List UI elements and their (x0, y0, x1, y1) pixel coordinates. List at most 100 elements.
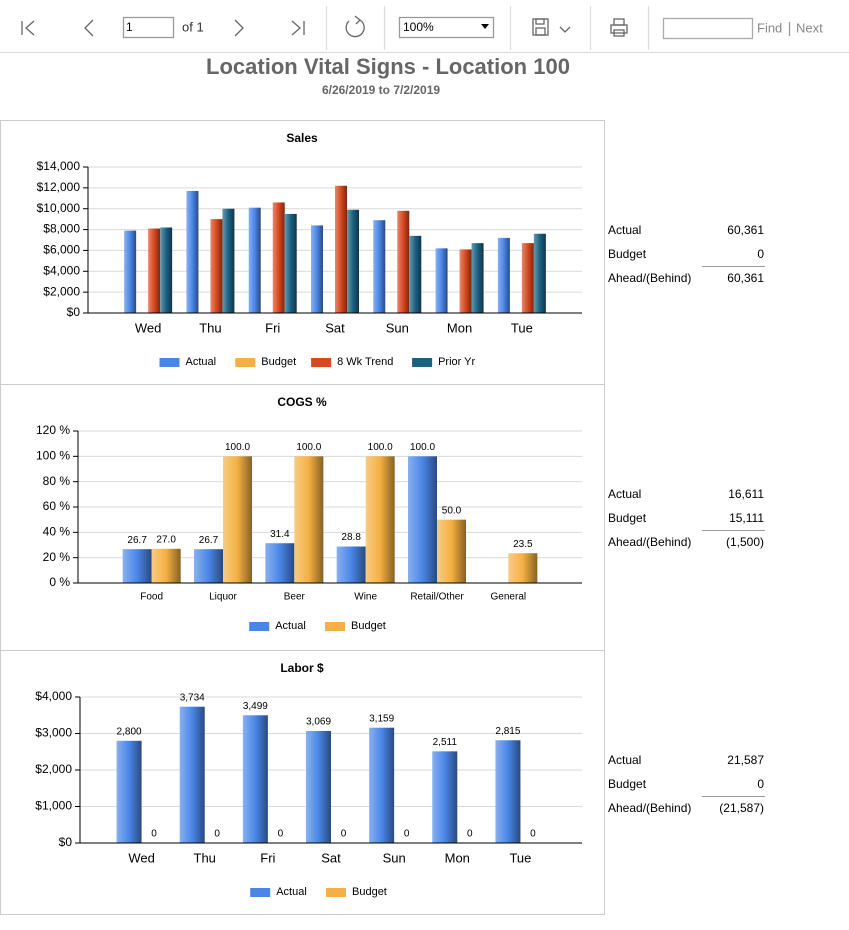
summary-label: Actual (608, 223, 641, 237)
legend-swatch (159, 358, 180, 367)
zoom-select[interactable] (398, 16, 495, 39)
bar (521, 243, 534, 313)
bar (179, 706, 205, 843)
summary-label: Actual (608, 487, 641, 501)
summary-value: 60,361 (727, 223, 764, 237)
summary-value: 16,611 (728, 487, 764, 501)
bar (148, 228, 161, 313)
data-label: 3,159 (369, 713, 394, 724)
legend-swatch (311, 358, 332, 367)
x-tick-label: Tue (509, 850, 531, 865)
data-label: 0 (467, 829, 473, 840)
bar (497, 237, 510, 313)
legend-label: Prior Yr (438, 356, 475, 368)
last-page-button[interactable] (291, 20, 305, 36)
x-tick-label: Thu (199, 320, 221, 335)
x-tick-label: Tue (511, 320, 533, 335)
next-link[interactable]: Next (796, 20, 823, 35)
data-label: 0 (404, 829, 410, 840)
print-button[interactable] (610, 18, 628, 37)
x-tick-label: Wed (128, 850, 155, 865)
x-tick-label: General (491, 592, 527, 603)
data-label: 0 (214, 829, 220, 840)
y-tick-label: 60 % (43, 499, 71, 513)
bar (471, 243, 484, 313)
summary-label: Actual (608, 753, 641, 767)
x-tick-label: Sat (325, 320, 345, 335)
y-tick-label: $1,000 (35, 799, 72, 813)
export-button[interactable] (532, 18, 571, 36)
zoom-value: 100% (403, 20, 434, 34)
x-tick-label: Food (140, 592, 163, 603)
y-tick-label: $4,000 (35, 689, 72, 703)
bar (151, 548, 181, 583)
previous-page-button[interactable] (84, 19, 94, 37)
bar (409, 235, 422, 313)
bar (210, 219, 223, 313)
report-subtitle: 6/26/2019 to 7/2/2019 (322, 83, 440, 97)
chart-panel: COGS % 0 % 20 % 40 % 60 % 80 % 100 % 120 % Food L… (0, 384, 605, 651)
bar (311, 225, 323, 313)
summary-label: Ahead/(Behind) (608, 535, 691, 549)
y-tick-label: 120 % (36, 423, 70, 437)
bar (160, 227, 173, 313)
bar (408, 456, 437, 583)
data-label: 3,734 (180, 692, 205, 703)
summary-value: 60,361 (727, 271, 764, 285)
x-tick-label: Fri (260, 850, 275, 865)
x-tick-label: Mon (445, 850, 470, 865)
legend-label: Actual (276, 886, 307, 898)
find-link[interactable]: Find (757, 20, 782, 35)
bar (265, 543, 295, 583)
data-label: 26.7 (199, 535, 219, 546)
refresh-button[interactable] (345, 15, 365, 38)
y-tick-label: $10,000 (37, 201, 81, 215)
data-label: 3,499 (243, 701, 268, 712)
x-tick-label: Beer (284, 592, 306, 603)
bar (222, 208, 235, 313)
summary-value: (1,500) (726, 535, 764, 549)
panel-border (0, 650, 605, 915)
data-label: 100.0 (225, 442, 250, 453)
data-label: 0 (530, 829, 536, 840)
summary-table: Actual 16,611 Budget 15,111 Ahead/(Behind) (1… (608, 487, 765, 549)
legend-label: Budget (352, 886, 387, 898)
bar (335, 185, 347, 313)
data-label: 28.8 (341, 532, 361, 543)
bar (306, 730, 331, 843)
data-label: 3,069 (306, 717, 331, 728)
next-page-button[interactable] (234, 19, 244, 37)
page-count: of 1 (182, 19, 204, 34)
y-tick-label: $3,000 (35, 726, 72, 740)
x-tick-label: Sun (386, 320, 409, 335)
summary-value: 21,587 (727, 753, 764, 767)
find-input[interactable] (662, 17, 754, 40)
summary-value: (21,587) (719, 801, 764, 815)
legend-swatch (326, 888, 346, 897)
toolbar-bg (0, 0, 849, 52)
page-input[interactable] (122, 16, 175, 39)
data-label: 100.0 (296, 442, 321, 453)
data-label: 100.0 (410, 442, 435, 453)
first-page-button[interactable] (21, 20, 35, 36)
y-tick-label: 20 % (43, 550, 71, 564)
bar (194, 549, 223, 583)
x-tick-label: Liquor (209, 592, 237, 603)
data-label: 23.5 (513, 539, 533, 550)
bar (223, 456, 252, 583)
chart-panel: Sales $0 $2,000 $4,000 $6,000 $8,000 $10,000 $1… (0, 120, 605, 385)
data-label: 26.7 (127, 535, 147, 546)
x-tick-label: Sat (321, 850, 341, 865)
y-tick-label: $6,000 (43, 243, 80, 257)
bar (495, 740, 521, 843)
bar (122, 549, 152, 583)
summary-label: Ahead/(Behind) (608, 801, 691, 815)
page-number: 1 (126, 20, 133, 34)
data-label: 2,800 (117, 726, 142, 737)
data-label: 50.0 (442, 505, 462, 516)
legend-label: Actual (186, 356, 217, 368)
y-tick-label: $2,000 (35, 762, 72, 776)
summary-label: Ahead/(Behind) (608, 271, 691, 285)
summary-value: 0 (757, 777, 764, 791)
